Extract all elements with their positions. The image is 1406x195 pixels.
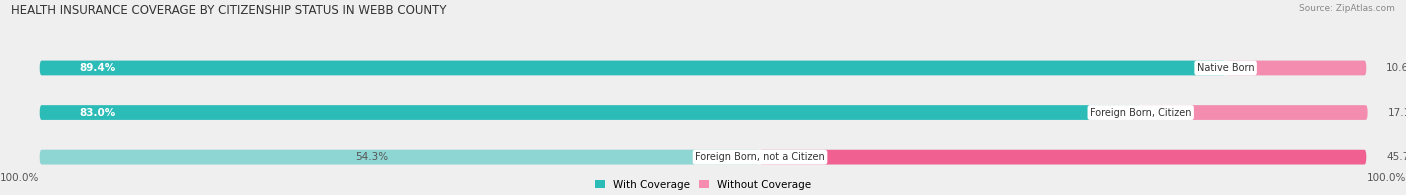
Text: 89.4%: 89.4% <box>80 63 115 73</box>
FancyBboxPatch shape <box>39 61 1226 75</box>
FancyBboxPatch shape <box>39 105 1367 120</box>
Legend: With Coverage, Without Coverage: With Coverage, Without Coverage <box>595 180 811 190</box>
FancyBboxPatch shape <box>39 105 1140 120</box>
FancyBboxPatch shape <box>39 150 1367 164</box>
Text: 10.6%: 10.6% <box>1386 63 1406 73</box>
FancyBboxPatch shape <box>761 150 1367 164</box>
Text: 17.1%: 17.1% <box>1388 108 1406 118</box>
FancyBboxPatch shape <box>39 61 1367 75</box>
Text: Native Born: Native Born <box>1197 63 1254 73</box>
Text: 100.0%: 100.0% <box>1367 173 1406 183</box>
Text: Foreign Born, Citizen: Foreign Born, Citizen <box>1090 108 1191 118</box>
Text: 83.0%: 83.0% <box>80 108 115 118</box>
Text: 45.7%: 45.7% <box>1386 152 1406 162</box>
Text: Source: ZipAtlas.com: Source: ZipAtlas.com <box>1299 4 1395 13</box>
Text: 100.0%: 100.0% <box>0 173 39 183</box>
Text: HEALTH INSURANCE COVERAGE BY CITIZENSHIP STATUS IN WEBB COUNTY: HEALTH INSURANCE COVERAGE BY CITIZENSHIP… <box>11 4 447 17</box>
Text: Foreign Born, not a Citizen: Foreign Born, not a Citizen <box>695 152 825 162</box>
FancyBboxPatch shape <box>1226 61 1367 75</box>
Text: 54.3%: 54.3% <box>354 152 388 162</box>
FancyBboxPatch shape <box>1140 105 1368 120</box>
FancyBboxPatch shape <box>39 150 761 164</box>
